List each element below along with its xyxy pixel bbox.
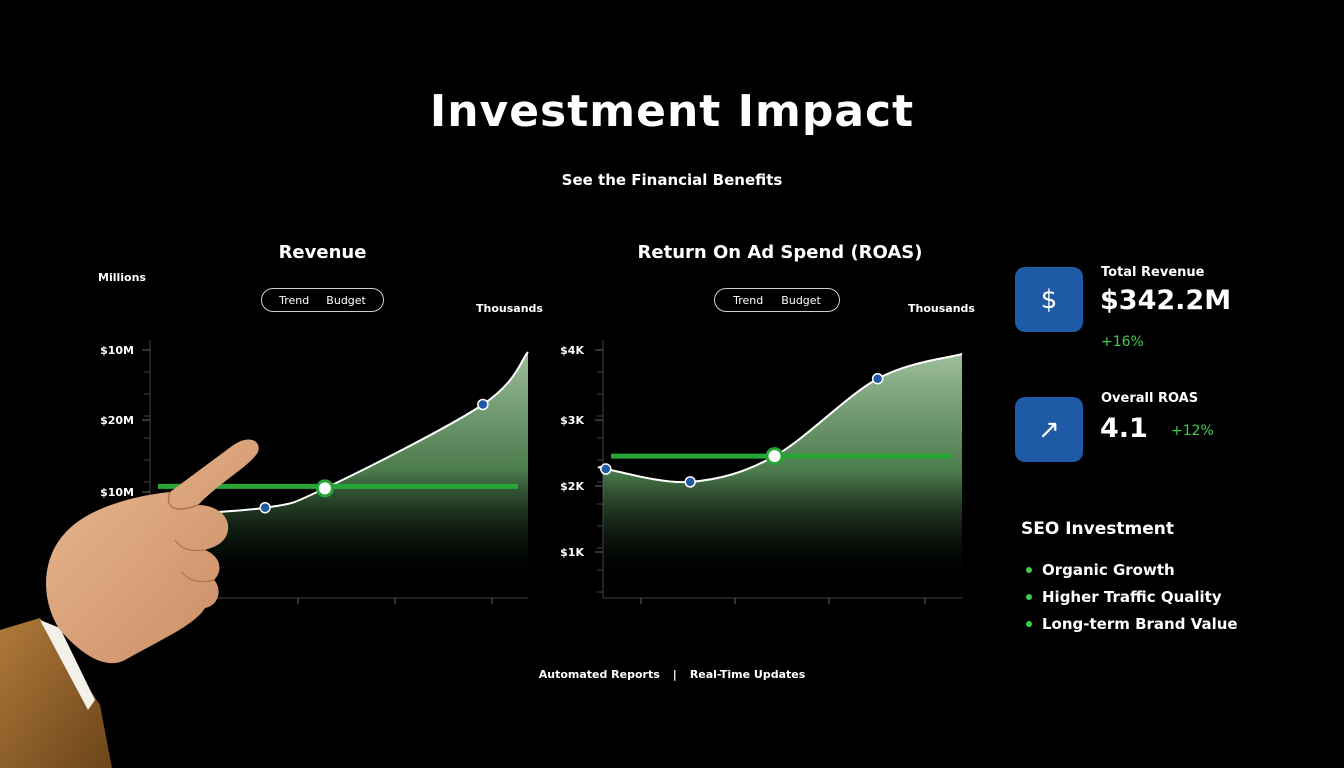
- y-tick-label: $4K: [560, 344, 584, 357]
- dollar-icon: $: [1015, 267, 1083, 332]
- trend-toggle[interactable]: Trend: [733, 293, 764, 307]
- data-point: [684, 476, 696, 488]
- total-revenue-value: $342.2M: [1100, 285, 1232, 316]
- bullet-icon: [1026, 593, 1032, 600]
- data-point: [259, 501, 271, 514]
- seo-list: Organic Growth Higher Traffic Quality Lo…: [1026, 556, 1238, 637]
- y-tick-label: $2K: [560, 480, 584, 493]
- seo-title: SEO Investment: [1021, 519, 1174, 539]
- data-point: [765, 447, 784, 466]
- list-item-label: Higher Traffic Quality: [1042, 587, 1222, 606]
- trend-toggle[interactable]: Trend: [279, 293, 310, 307]
- list-item: Organic Growth: [1026, 556, 1238, 583]
- arrow-up-right-icon: ↗: [1015, 397, 1083, 462]
- data-point: [315, 479, 334, 498]
- list-item: Long-term Brand Value: [1026, 610, 1238, 637]
- footer-separator: |: [672, 668, 677, 681]
- secondary-unit-label: Thousands: [476, 302, 543, 315]
- area-fill: [150, 352, 528, 568]
- chart-toggle: Trend Budget: [261, 288, 384, 312]
- list-item-label: Long-term Brand Value: [1042, 614, 1238, 633]
- y-tick-label: $1K: [560, 546, 584, 559]
- footer: Automated Reports | Real-Time Updates: [0, 668, 1344, 681]
- data-point: [600, 463, 612, 475]
- list-item: Higher Traffic Quality: [1026, 583, 1238, 610]
- overall-roas-value: 4.1: [1100, 413, 1148, 444]
- y-tick-label: $3K: [560, 414, 584, 427]
- roas-chart: Return On Ad Spend (ROAS) Trend Budget T…: [550, 230, 975, 610]
- overall-roas-label: Overall ROAS: [1101, 391, 1199, 406]
- chart-title: Return On Ad Spend (ROAS): [637, 242, 923, 263]
- list-item-label: Organic Growth: [1042, 560, 1175, 579]
- bullet-icon: [1026, 566, 1032, 573]
- pointing-hand-illustration: [0, 439, 259, 768]
- chart-toggle: Trend Budget: [714, 288, 840, 312]
- page-subtitle: See the Financial Benefits: [561, 171, 783, 189]
- y-tick-label: $20M: [100, 414, 134, 427]
- budget-toggle[interactable]: Budget: [326, 293, 366, 307]
- secondary-unit-label: Thousands: [908, 302, 975, 315]
- footer-left: Automated Reports: [538, 668, 660, 681]
- total-revenue-change: +16%: [1101, 334, 1144, 350]
- data-point: [871, 372, 884, 385]
- budget-toggle[interactable]: Budget: [781, 293, 821, 307]
- overall-roas-change: +12%: [1171, 423, 1214, 439]
- data-point: [477, 398, 489, 411]
- y-tick-label: $10M: [100, 486, 134, 499]
- y-unit-label: Millions: [98, 271, 146, 284]
- y-tick-label: $10M: [100, 344, 134, 357]
- roas-plot: $4K$3K$2K$1KQ1Q2Q3Q4: [560, 340, 963, 604]
- bullet-icon: [1026, 620, 1032, 627]
- page-title: Investment Impact: [429, 86, 915, 137]
- footer-right: Real-Time Updates: [689, 668, 806, 681]
- chart-title: Revenue: [278, 242, 367, 263]
- total-revenue-label: Total Revenue: [1101, 265, 1205, 280]
